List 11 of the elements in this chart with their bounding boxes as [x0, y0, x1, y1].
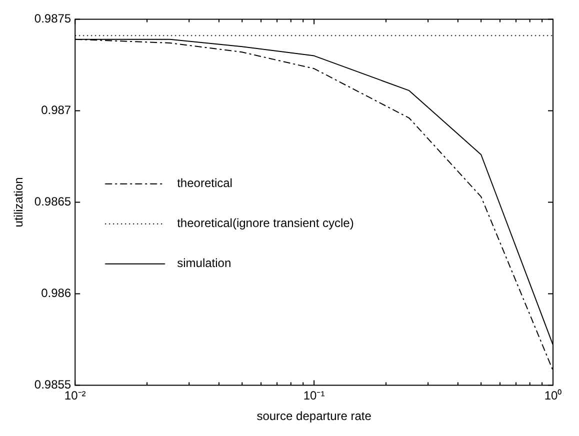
- y-tick-label: 0.987: [41, 103, 72, 118]
- y-axis-title: utilization: [12, 177, 26, 228]
- legend-label: theoretical(ignore transient cycle): [177, 216, 354, 230]
- y-tick-label: 0.986: [41, 286, 72, 300]
- legend-label: simulation: [177, 256, 232, 270]
- x-tick-label: 10⁰: [544, 388, 562, 403]
- y-tick-label: 0.9865: [34, 194, 72, 209]
- x-axis-title: source departure rate: [256, 409, 372, 424]
- legend-label: theoretical: [177, 176, 232, 190]
- x-tick-label: 10⁻¹: [303, 388, 325, 403]
- y-tick-label: 0.9875: [34, 12, 72, 26]
